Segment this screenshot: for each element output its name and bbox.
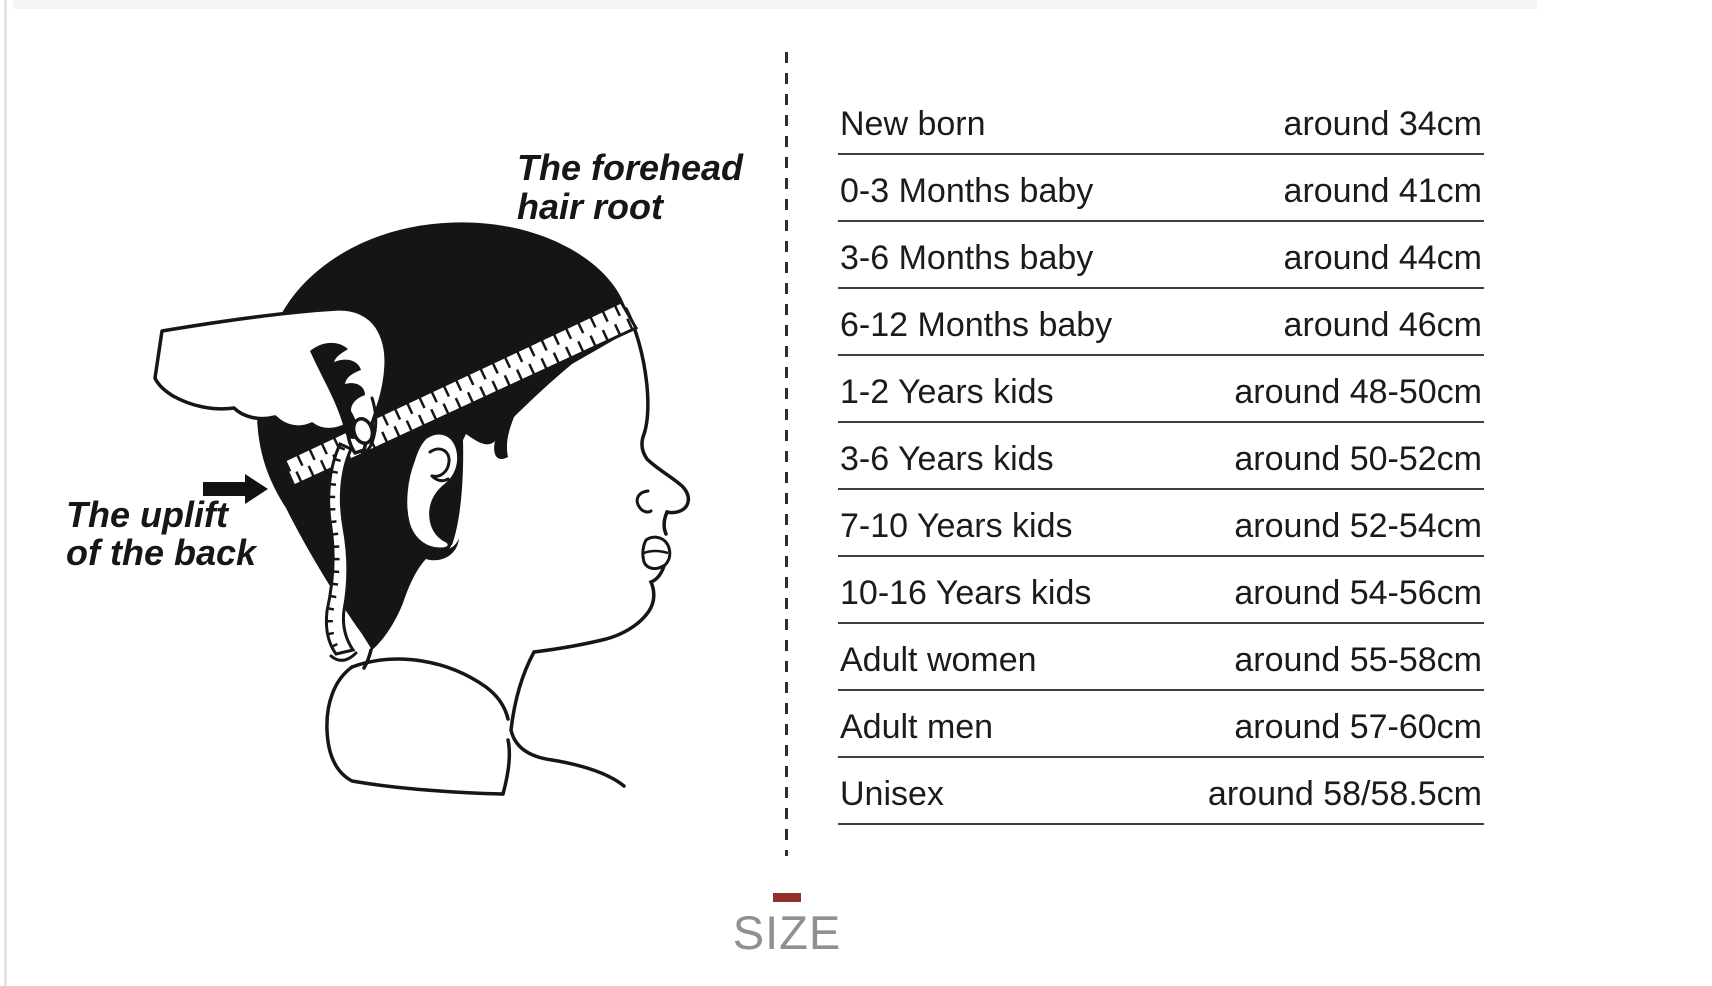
table-row: 3-6 Years kids around 50-52cm (838, 439, 1484, 490)
table-row: 1-2 Years kids around 48-50cm (838, 372, 1484, 423)
size-row-value: around 48-50cm (1234, 373, 1482, 411)
size-row-label: 1-2 Years kids (840, 373, 1054, 411)
right-arrow-icon (203, 474, 268, 504)
size-row-label: Adult men (840, 708, 994, 746)
size-row-value: around 46cm (1283, 306, 1482, 344)
table-row: Adult women around 55-58cm (838, 640, 1484, 691)
size-row-value: around 50-52cm (1234, 440, 1482, 478)
size-heading: SIZE (732, 906, 842, 959)
size-row-label: Adult women (840, 641, 1037, 679)
top-strip (13, 0, 1537, 9)
shirt-collar (325, 657, 512, 796)
table-row: New born around 34cm (838, 104, 1484, 155)
tape-hanging-end (324, 442, 358, 662)
table-row: 0-3 Months baby around 41cm (838, 171, 1484, 222)
red-accent-dash (773, 893, 801, 902)
page-edge-line (4, 0, 7, 986)
nostril-line (635, 489, 653, 514)
ear-inner-line (428, 447, 451, 483)
size-row-label: Unisex (840, 775, 944, 813)
size-row-label: 6-12 Months baby (840, 306, 1113, 344)
lip-seam (643, 549, 669, 555)
size-row-label: 3-6 Years kids (840, 440, 1054, 478)
size-row-label: 3-6 Months baby (840, 239, 1094, 277)
size-row-value: around 34cm (1283, 105, 1482, 143)
size-row-label: 7-10 Years kids (840, 507, 1073, 545)
table-row: 10-16 Years kids around 54-56cm (838, 573, 1484, 624)
size-row-value: around 57-60cm (1234, 708, 1482, 746)
size-row-value: around 41cm (1283, 172, 1482, 210)
forehead-hair-root-label: The forehead hair root (517, 147, 744, 227)
back-neck-line (362, 648, 373, 670)
table-row: 7-10 Years kids around 52-54cm (838, 506, 1484, 557)
dashed-divider-line (785, 52, 788, 856)
size-row-value: around 55-58cm (1234, 641, 1482, 679)
table-row: Unisex around 58/58.5cm (838, 774, 1484, 825)
tape-ring (351, 417, 375, 445)
tape-end-curl (329, 651, 358, 662)
size-row-label: New born (840, 105, 986, 143)
size-row-label: 0-3 Months baby (840, 172, 1094, 210)
measuring-hand (153, 307, 388, 455)
table-row: 6-12 Months baby around 46cm (838, 305, 1484, 356)
uplift-of-back-label: The uplift of the back (66, 494, 257, 573)
ear-lobe-shadow (404, 520, 459, 561)
size-row-value: around 54-56cm (1234, 574, 1482, 612)
table-row: 3-6 Months baby around 44cm (838, 238, 1484, 289)
ear (403, 431, 461, 551)
chin-neck-line (509, 564, 666, 788)
size-table: New born around 34cm 0-3 Months baby aro… (838, 88, 1484, 825)
size-row-label: 10-16 Years kids (840, 574, 1092, 612)
index-finger-line (363, 396, 378, 454)
size-row-value: around 52-54cm (1234, 507, 1482, 545)
size-row-value: around 44cm (1283, 239, 1482, 277)
face-profile-line (624, 307, 691, 536)
size-footer: SIZE (687, 893, 887, 956)
table-row: Adult men around 57-60cm (838, 707, 1484, 758)
size-row-value: around 58/58.5cm (1207, 775, 1482, 813)
curled-fingers (310, 342, 365, 439)
head-measurement-illustration (153, 222, 691, 796)
